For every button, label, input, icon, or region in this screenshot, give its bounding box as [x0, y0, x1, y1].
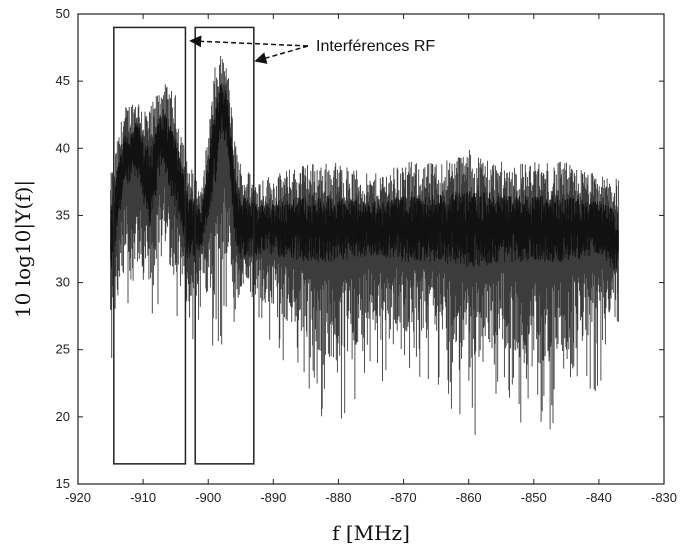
- interference-region-box: [113, 26, 187, 465]
- interference-region-box: [194, 26, 255, 465]
- plot-frame: [77, 13, 665, 485]
- x-tick-label: -920: [65, 490, 91, 505]
- x-tick-label: -870: [391, 490, 417, 505]
- x-tick-label: -880: [325, 490, 351, 505]
- x-tick-label: -910: [130, 490, 156, 505]
- y-tick-label: 30: [56, 275, 70, 290]
- y-tick-label: 25: [56, 342, 70, 357]
- x-axis-label: f [MHz]: [332, 521, 410, 545]
- y-axis-label: 10 log10|Y(f)|: [11, 180, 36, 318]
- x-tick-label: -850: [521, 490, 547, 505]
- x-tick-label: -890: [260, 490, 286, 505]
- y-tick-label: 50: [56, 6, 70, 21]
- signal-core-band: [110, 83, 619, 271]
- annotation-layer: [189, 35, 309, 64]
- x-tick-label: -840: [586, 490, 612, 505]
- y-tick-label: 40: [56, 140, 70, 155]
- y-tick-label: 45: [56, 73, 70, 88]
- region-rect-layer: [113, 26, 255, 465]
- y-tick-label: 15: [56, 476, 70, 491]
- annotation-arrow: [254, 45, 309, 64]
- x-tick-label: -860: [456, 490, 482, 505]
- annotation-label: Interférences RF: [316, 38, 435, 55]
- y-axis-ticks: 15 20 25 30 35 40 45 50: [56, 6, 664, 491]
- y-tick-label: 35: [56, 207, 70, 222]
- signal-layer: [110, 56, 619, 435]
- annotation-arrow: [189, 35, 309, 48]
- x-tick-label: -830: [651, 490, 677, 505]
- y-tick-label: 20: [56, 409, 70, 424]
- x-tick-label: -900: [195, 490, 221, 505]
- x-axis-ticks: -920 -910 -900 -890 -880 -870 -860 -850 -840 -830: [65, 14, 677, 505]
